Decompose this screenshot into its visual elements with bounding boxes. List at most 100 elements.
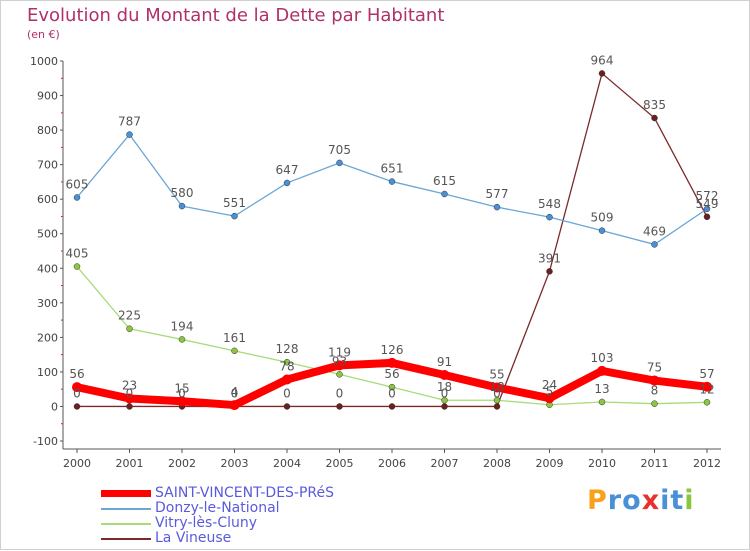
y-tick-label: 500 — [37, 228, 58, 241]
series-vitry-data-label: 18 — [489, 380, 504, 394]
y-tick-label: 200 — [37, 331, 58, 344]
y-tick-label: 400 — [37, 262, 58, 275]
series-vitry-point — [73, 263, 81, 270]
logo-letter: i — [660, 485, 671, 516]
x-tick-label: 2004 — [273, 457, 301, 470]
series-vitry-data-label: 12 — [699, 382, 714, 396]
series-vitry-data-label: 13 — [594, 382, 609, 396]
series-la-vineuse-point — [546, 268, 553, 275]
series-donzy-data-label: 787 — [118, 115, 141, 129]
series-saint-vincent-point — [649, 375, 660, 386]
chart-subtitle: (en €) — [27, 28, 60, 41]
series-donzy-data-label: 580 — [171, 186, 194, 200]
chart-title: Evolution du Montant de la Dette par Hab… — [27, 5, 445, 26]
series-vitry-data-label: 8 — [651, 384, 659, 398]
series-vitry-point — [651, 400, 658, 407]
series-la-vineuse-point — [493, 403, 501, 410]
series-la-vineuse-data-label: 0 — [336, 386, 344, 400]
x-tick-label: 2002 — [168, 457, 196, 470]
series-donzy-point — [336, 159, 343, 167]
series-la-vineuse-data-label: 964 — [591, 53, 614, 67]
series-saint-vincent-point — [124, 393, 135, 404]
series-la-vineuse-data-label: 0 — [441, 386, 449, 400]
series-vitry-point — [493, 396, 501, 404]
x-tick-label: 2012 — [693, 457, 721, 470]
legend-swatch — [101, 523, 151, 525]
series-la-vineuse-point — [651, 114, 658, 122]
series-donzy-point — [651, 241, 658, 248]
series-saint-vincent-data-label: 91 — [437, 355, 452, 369]
series-la-vineuse-point — [441, 403, 448, 410]
logo-letter: P — [587, 485, 608, 516]
logo-letter: r — [607, 485, 623, 516]
series-la-vineuse-data-label: 0 — [178, 386, 186, 400]
series-donzy-point — [231, 212, 238, 220]
x-tick-label: 2000 — [63, 457, 91, 470]
series-donzy-data-label: 705 — [328, 143, 351, 157]
y-tick-label: 100 — [37, 366, 58, 379]
series-la-vineuse-data-label: 0 — [388, 386, 396, 400]
series-donzy-data-label: 509 — [591, 211, 614, 225]
series-vitry-point — [178, 336, 186, 343]
series-saint-vincent-point — [597, 365, 607, 376]
series-donzy-data-label: 548 — [538, 197, 561, 211]
series-la-vineuse-point — [73, 403, 81, 410]
series-donzy-data-label: 647 — [276, 163, 299, 177]
legend-swatch — [101, 508, 151, 510]
series-layer — [72, 70, 712, 411]
x-tick-label: 2001 — [116, 457, 144, 470]
series-donzy-point — [441, 190, 448, 198]
series-la-vineuse-point — [126, 403, 133, 410]
series-saint-vincent-point — [177, 396, 187, 407]
x-tick-label: 2006 — [378, 457, 406, 470]
proxiti-logo: Proxiti — [587, 485, 695, 516]
series-saint-vincent-point — [72, 382, 82, 393]
series-vitry-data-label: 194 — [171, 319, 194, 333]
legend-swatch — [101, 490, 151, 497]
x-tick-label: 2009 — [536, 457, 564, 470]
series-la-vineuse-data-label: 0 — [126, 386, 134, 400]
series-donzy-point — [73, 194, 81, 201]
series-la-vineuse-data-label: 835 — [643, 98, 666, 112]
series-vitry-data-label: 405 — [66, 247, 89, 261]
y-tick-label: -100 — [33, 435, 58, 448]
legend-swatch — [101, 538, 151, 540]
series-donzy-point — [178, 202, 186, 210]
series-donzy-point — [126, 131, 133, 138]
series-donzy-point — [703, 205, 711, 213]
series-donzy-data-label: 577 — [486, 187, 509, 201]
series-donzy-point — [388, 178, 396, 185]
series-la-vineuse-point — [336, 403, 343, 410]
series-vitry-point — [126, 325, 133, 332]
x-tick-label: 2005 — [326, 457, 354, 470]
x-tick-label: 2010 — [588, 457, 616, 470]
series-saint-vincent-data-label: 103 — [591, 351, 614, 365]
series-saint-vincent-point — [334, 360, 345, 371]
series-donzy-data-label: 469 — [643, 224, 666, 238]
series-donzy-data-label: 605 — [66, 177, 89, 191]
series-saint-vincent-point — [282, 374, 292, 385]
series-saint-vincent-data-label: 15 — [174, 381, 189, 395]
series-la-vineuse-point — [283, 403, 291, 410]
series-saint-vincent-data-label: 119 — [328, 345, 351, 359]
series-vitry-data-label: 225 — [118, 309, 141, 323]
logo-letter: i — [684, 485, 695, 516]
series-donzy-data-label: 551 — [223, 196, 246, 210]
legend-label: SAINT-VINCENT-DES-PRéS — [155, 485, 335, 501]
series-la-vineuse-data-label: 0 — [231, 386, 239, 400]
series-vitry-data-label: 93 — [332, 354, 347, 368]
x-tick-label: 2011 — [641, 457, 669, 470]
series-vitry-point — [231, 347, 238, 355]
series-saint-vincent-data-label: 57 — [699, 367, 714, 381]
series-la-vineuse-data-label: 0 — [493, 386, 501, 400]
x-tick-label: 2008 — [483, 457, 511, 470]
y-tick-label: 0 — [51, 400, 58, 413]
series-la-vineuse-point — [703, 213, 711, 221]
series-vitry-point — [598, 398, 606, 406]
series-vitry-data-label: 128 — [276, 342, 299, 356]
series-vitry-data-label: 56 — [384, 367, 399, 381]
series-saint-vincent-point — [439, 370, 450, 381]
series-saint-vincent-point — [492, 382, 502, 393]
series-saint-vincent-data-label: 126 — [381, 343, 404, 357]
